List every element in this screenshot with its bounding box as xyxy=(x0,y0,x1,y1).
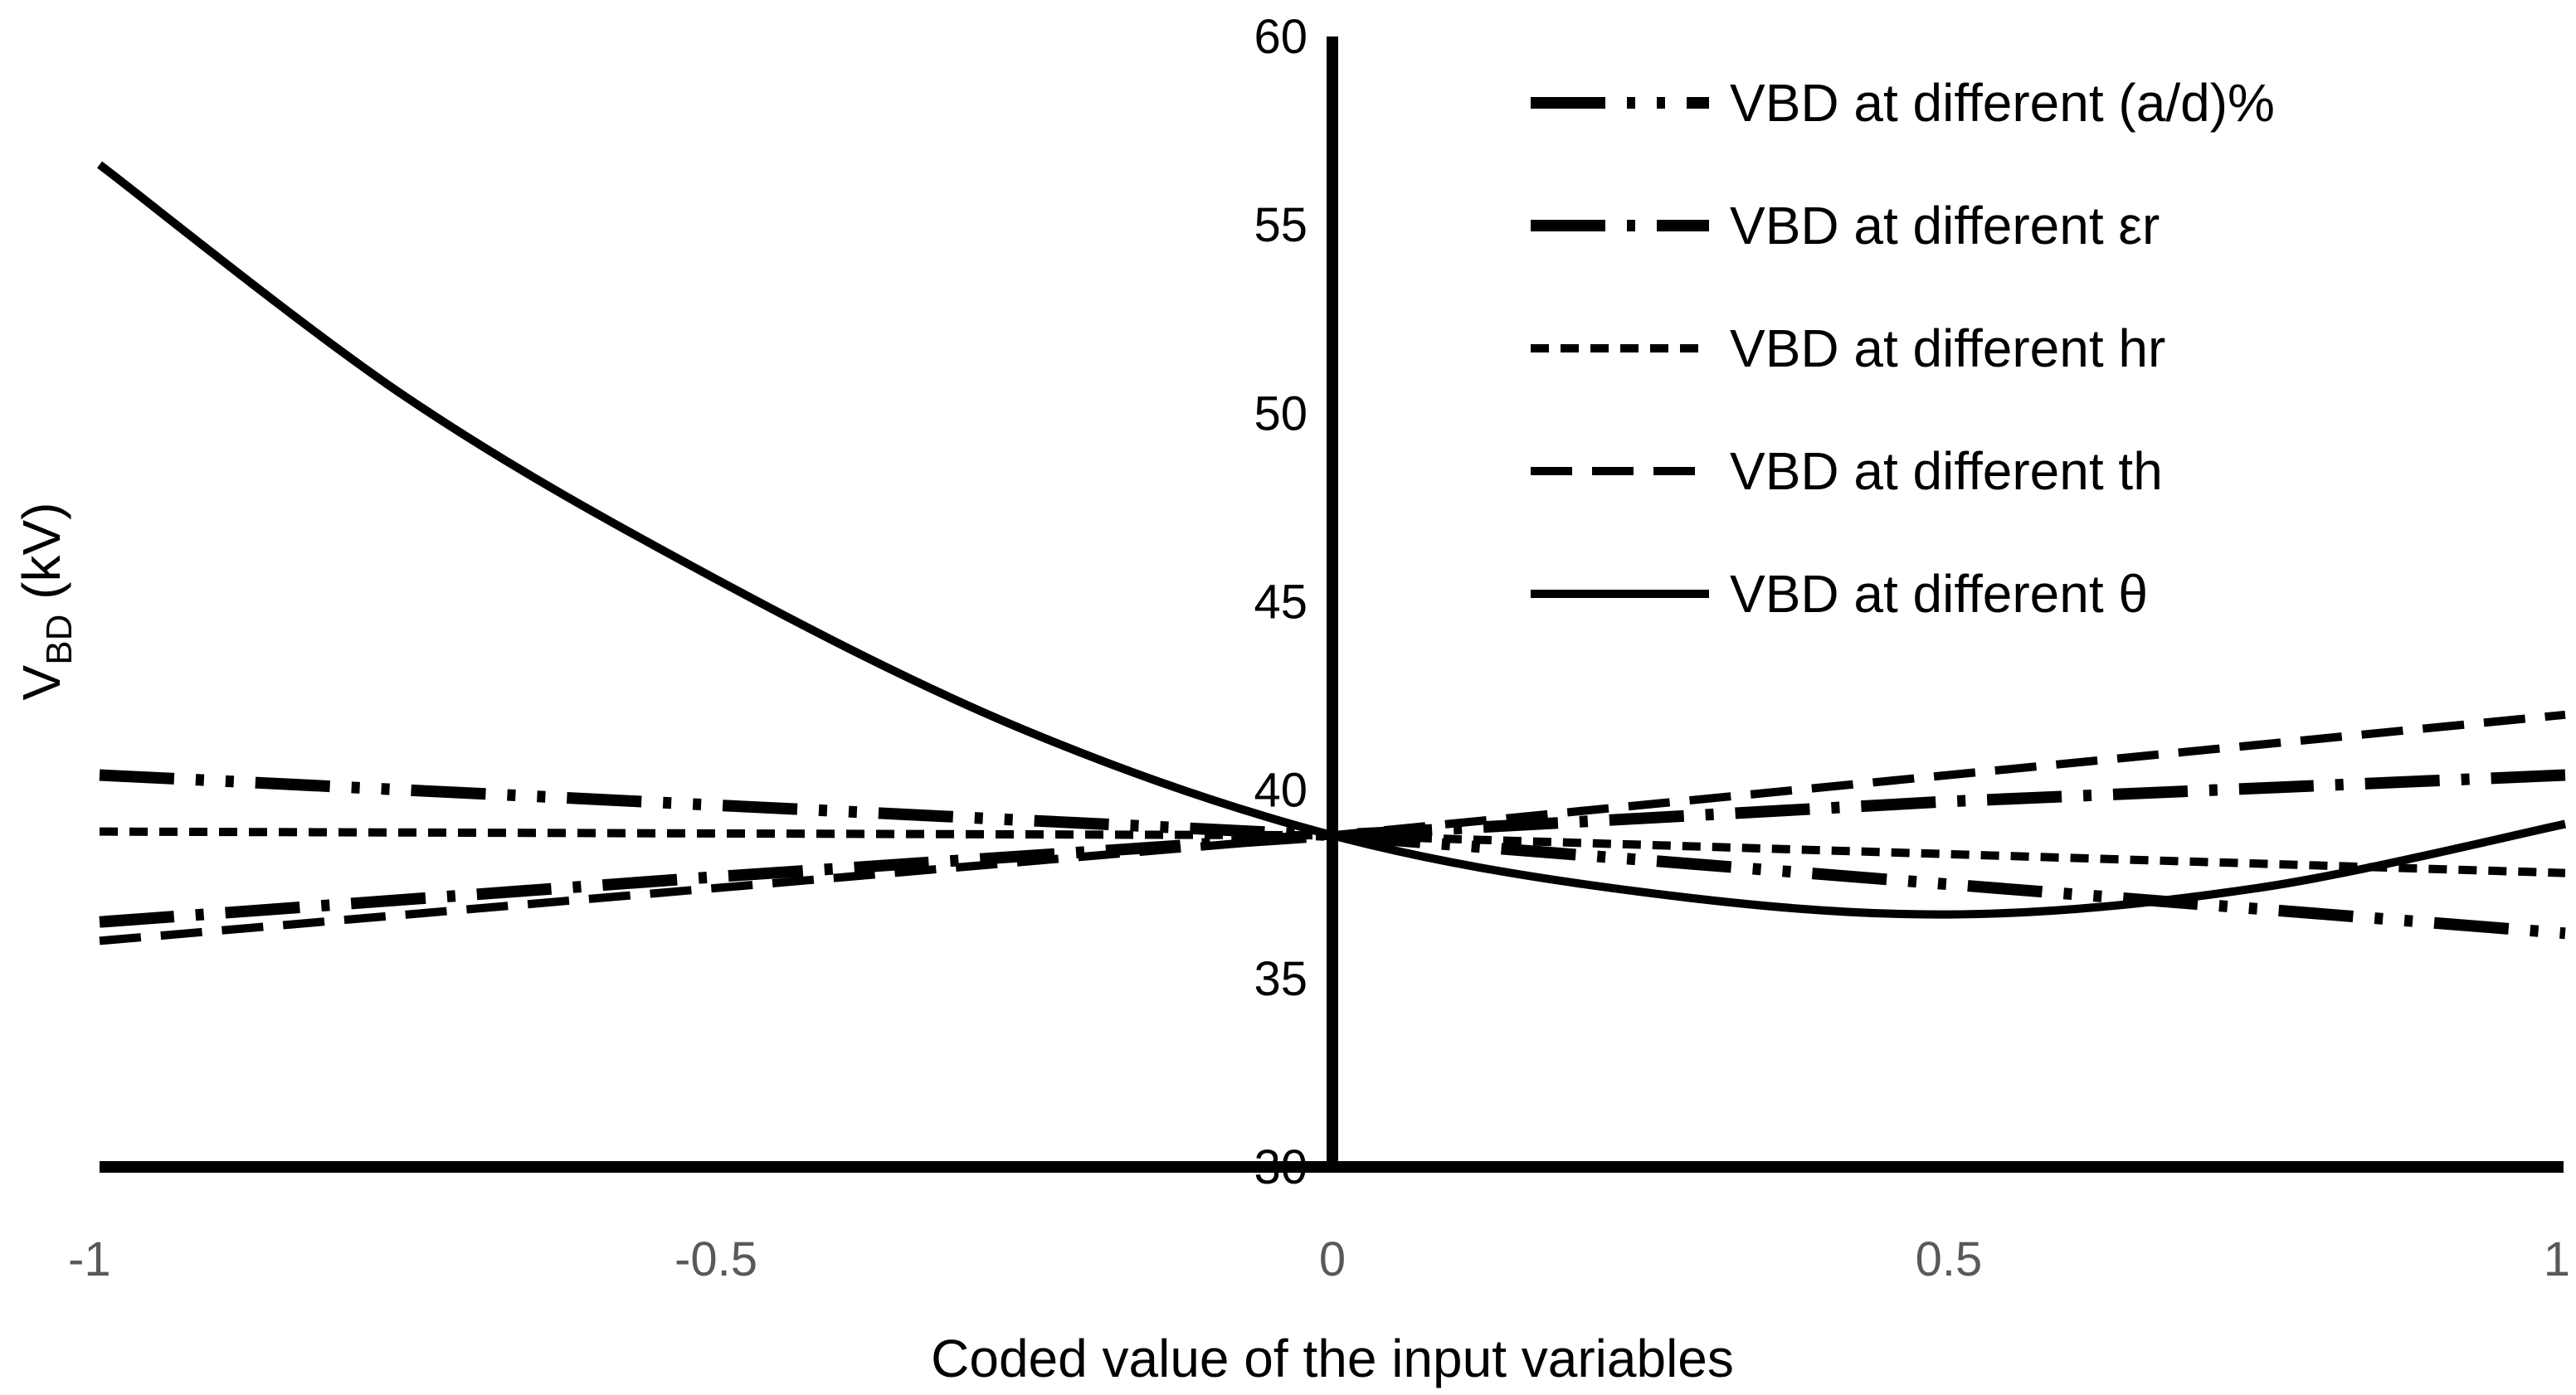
legend-label: VBD at different (a/d)% xyxy=(1730,73,2275,133)
y-tick-label: 55 xyxy=(1254,198,1307,252)
x-tick-labels: -1 -0.5 0 0.5 1 xyxy=(68,1232,2570,1286)
y-tick-label: 40 xyxy=(1254,764,1307,818)
y-axis-title-main: V xyxy=(12,664,71,700)
series-line-5 xyxy=(96,161,2567,919)
x-tick-label: 1 xyxy=(2544,1232,2570,1286)
x-axis-title: Coded value of the input variables xyxy=(931,1329,1734,1388)
legend-label: VBD at different th xyxy=(1730,441,2163,501)
y-tick-label: 30 xyxy=(1254,1140,1307,1194)
x-tick-label: 0.5 xyxy=(1916,1232,1983,1286)
y-tick-label: 35 xyxy=(1254,952,1307,1006)
svg-text:VBD (kV): VBD (kV) xyxy=(12,503,80,701)
y-tick-label: 45 xyxy=(1254,576,1307,629)
legend-label: VBD at different θ xyxy=(1730,564,2148,624)
y-axis-title-subscript: BD xyxy=(39,615,80,665)
x-tick-label: -1 xyxy=(68,1232,111,1286)
x-tick-label: 0 xyxy=(1319,1232,1346,1286)
y-axis-title: VBD (kV) xyxy=(12,503,80,701)
legend: VBD at different (a/d)% VBD at different … xyxy=(1531,73,2275,624)
y-axis-title-unit: (kV) xyxy=(12,503,71,615)
x-tick-label: -0.5 xyxy=(674,1232,757,1286)
y-tick-label: 50 xyxy=(1254,386,1307,440)
y-tick-label: 60 xyxy=(1254,10,1307,64)
legend-label: VBD at different hr xyxy=(1730,318,2165,378)
y-tick-labels: 30 35 40 45 50 55 60 xyxy=(1254,10,1307,1194)
legend-label: VBD at different εr xyxy=(1730,196,2160,255)
